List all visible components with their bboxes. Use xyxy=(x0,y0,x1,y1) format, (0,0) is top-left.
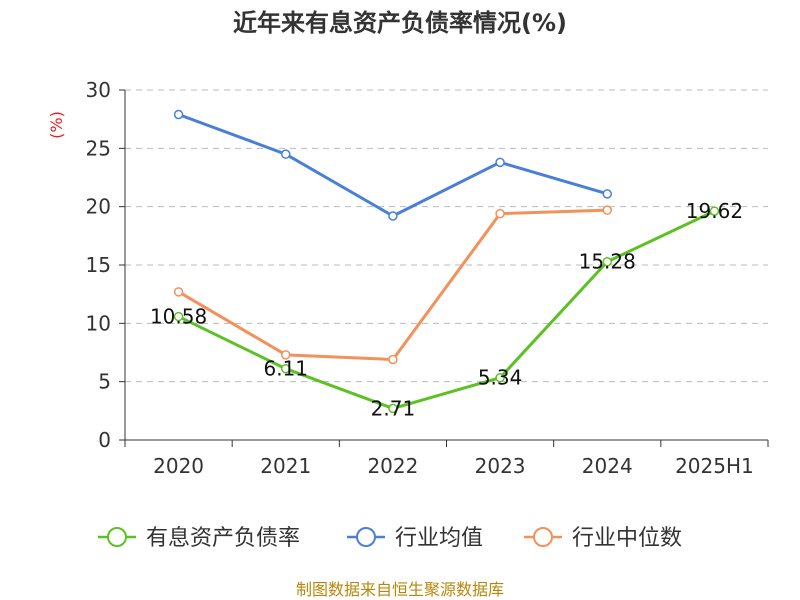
x-tick-label: 2020 xyxy=(153,454,204,478)
data-point xyxy=(495,157,505,168)
y-axis-label: (%) xyxy=(47,111,66,139)
data-labels: 10.58 6.11 2.71 5.34 15.28 19.62 xyxy=(150,199,743,420)
data-label: 6.11 xyxy=(263,357,308,381)
data-point xyxy=(281,350,291,360)
source-note: 制图数据来自恒生聚源数据库 xyxy=(296,580,504,599)
x-tick-label: 2021 xyxy=(260,454,311,478)
data-point xyxy=(173,109,184,120)
legend-item: 行业中位数 xyxy=(524,526,682,551)
legend-label: 行业中位数 xyxy=(572,526,682,551)
axes: 0 5 10 15 20 25 30 2020 2021 2022 2023 2024 2025H1 xyxy=(86,78,769,478)
y-tick-label: 20 xyxy=(86,195,111,219)
data-point xyxy=(281,149,291,159)
data-point xyxy=(173,311,184,322)
x-tick-label: 2025H1 xyxy=(675,454,754,478)
grid-lines xyxy=(125,89,768,383)
legend-marker xyxy=(533,527,553,547)
legend: 有息资产负债率 行业均值 行业中位数 xyxy=(98,526,682,551)
data-point xyxy=(495,372,505,383)
legend-item: 行业均值 xyxy=(347,526,483,551)
chart-title: 近年来有息资产负债率情况(%) xyxy=(233,9,567,37)
series-line-2 xyxy=(177,208,608,361)
data-point xyxy=(709,206,720,216)
y-tick-label: 5 xyxy=(98,370,111,394)
legend-label: 有息资产负债率 xyxy=(146,526,300,551)
x-tick-label: 2022 xyxy=(367,454,418,478)
data-point xyxy=(602,256,612,267)
data-point xyxy=(388,211,398,221)
data-label: 10.58 xyxy=(150,305,207,329)
x-tick-label: 2024 xyxy=(582,454,633,478)
series-lines xyxy=(173,109,720,414)
y-tick-label: 25 xyxy=(86,136,111,160)
data-point xyxy=(173,287,184,297)
data-label: 5.34 xyxy=(478,366,523,390)
y-tick-label: 30 xyxy=(86,78,111,102)
data-label: 15.28 xyxy=(579,250,636,274)
legend-marker xyxy=(107,527,127,547)
y-tick-label: 15 xyxy=(86,253,111,277)
series-line-0 xyxy=(177,209,716,410)
data-label: 19.62 xyxy=(686,199,743,223)
data-point xyxy=(388,354,398,365)
data-point xyxy=(602,205,612,215)
x-tick-label: 2023 xyxy=(475,454,526,478)
legend-label: 行业均值 xyxy=(395,526,483,551)
data-point xyxy=(495,208,505,219)
data-point xyxy=(602,189,612,199)
y-tick-label: 10 xyxy=(86,311,111,335)
series-line-1 xyxy=(178,113,608,218)
data-label: 2.71 xyxy=(371,396,416,420)
data-point xyxy=(281,363,291,374)
legend-marker xyxy=(356,527,376,547)
legend-item: 有息资产负债率 xyxy=(98,526,300,551)
data-point xyxy=(388,403,398,414)
y-tick-label: 0 xyxy=(98,428,111,452)
